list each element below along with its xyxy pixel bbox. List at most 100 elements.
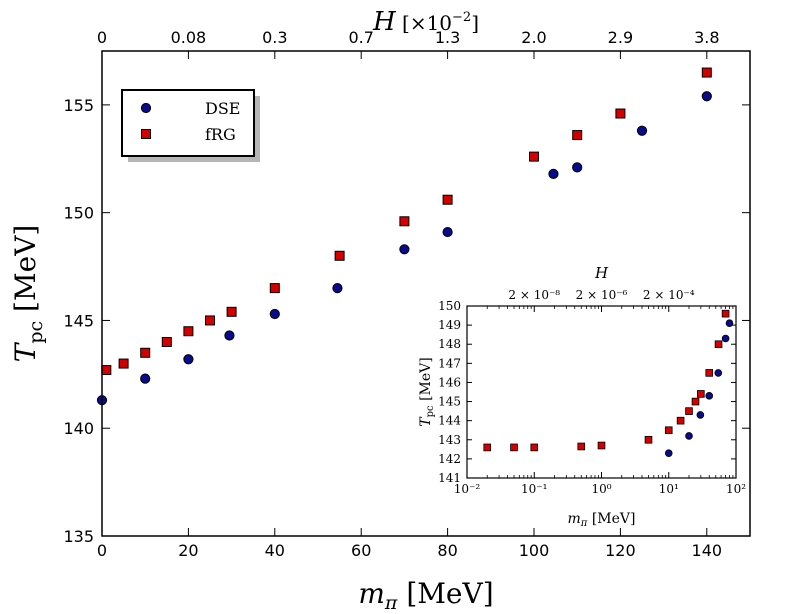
x-tick-label: 80 xyxy=(437,541,457,560)
inset-frg-point xyxy=(577,442,586,451)
plot-frame xyxy=(101,50,751,537)
legend-box xyxy=(121,89,255,157)
dse-point xyxy=(636,125,648,136)
legend-dse-label: DSE xyxy=(205,99,240,118)
inset-frg-point xyxy=(664,426,673,435)
inset-y-tick-label: 146 xyxy=(438,375,461,389)
inset-frg-point xyxy=(597,441,606,450)
inset-frg-point xyxy=(691,397,700,406)
inset-frg-point xyxy=(685,407,693,415)
dse-point xyxy=(332,283,343,294)
inset-frg-point xyxy=(530,443,539,452)
dse-point xyxy=(399,244,410,255)
frg-point xyxy=(226,306,237,317)
top-tick-label: 0.7 xyxy=(348,28,373,47)
x-tick-label: 140 xyxy=(692,541,723,560)
x-tick-label: 60 xyxy=(351,541,371,560)
top-tick-label: 1.3 xyxy=(435,28,460,47)
x-tick-label: 120 xyxy=(605,541,636,560)
inset-dse-point xyxy=(685,432,693,440)
frg-point xyxy=(161,337,172,347)
top-tick-label: 0.3 xyxy=(262,28,287,47)
x-tick-label: 100 xyxy=(519,541,550,560)
inset-top-tick-label: 2 × 10⁻⁸ xyxy=(508,288,560,302)
inset-top-axis-label: H xyxy=(594,264,609,282)
x-tick-label: 20 xyxy=(178,541,198,560)
inset-dse-point xyxy=(705,392,714,400)
inset-frg-point xyxy=(510,443,518,452)
frg-point xyxy=(334,250,345,261)
frg-point xyxy=(701,67,712,78)
inset-background xyxy=(467,306,736,478)
inset-frg-point xyxy=(483,443,492,452)
y-axis-label: Tpc [MeV] xyxy=(9,225,47,363)
inset-y-tick-label: 149 xyxy=(438,318,461,332)
frg-point xyxy=(572,130,583,141)
inset-y-tick-label: 144 xyxy=(438,414,461,428)
x-axis-label: mπ [MeV] xyxy=(358,577,493,614)
inset-frg-point xyxy=(676,416,685,425)
inset-y-tick-label: 147 xyxy=(438,356,461,370)
legend-frg-label: fRG xyxy=(205,125,236,144)
y-tick-label: 140 xyxy=(63,419,94,438)
frg-point xyxy=(118,358,129,369)
inset-y-tick-label: 141 xyxy=(438,471,461,485)
top-axis-label: H [×10−2] xyxy=(372,7,479,37)
y-tick-label: 145 xyxy=(63,311,94,330)
y-tick-label: 135 xyxy=(63,527,94,546)
inset-frame xyxy=(466,305,737,479)
frg-point xyxy=(205,315,215,326)
inset-dse-point xyxy=(725,319,734,328)
frg-point xyxy=(101,365,112,376)
inset-y-tick-label: 142 xyxy=(438,452,461,466)
top-tick-label: 0.08 xyxy=(171,28,207,47)
inset-x-tick-label: 10² xyxy=(726,482,746,496)
dse-point xyxy=(701,91,712,102)
inset-y-tick-label: 150 xyxy=(438,299,461,313)
inset-y-tick-label: 148 xyxy=(438,337,461,351)
inset-y-tick-label: 145 xyxy=(438,395,461,409)
inset-y-axis-label: Tpc [MeV] xyxy=(418,357,436,426)
frg-point xyxy=(399,216,410,227)
top-tick-label: 3.8 xyxy=(694,28,719,47)
dse-point xyxy=(442,226,453,238)
inset-dse-point xyxy=(714,369,723,377)
inset-y-tick-label: 143 xyxy=(438,433,461,447)
inset-dse-point xyxy=(664,449,673,457)
dse-point xyxy=(548,168,559,179)
top-tick-label: 0 xyxy=(97,28,107,47)
inset-dse-point xyxy=(696,411,705,419)
inset-top-tick-label: 2 × 10⁻⁴ xyxy=(643,288,695,302)
inset-dse-point xyxy=(721,334,730,343)
dse-point xyxy=(269,308,280,320)
frg-point xyxy=(442,194,453,205)
top-tick-label: 2.9 xyxy=(608,28,633,47)
dse-point xyxy=(224,330,235,341)
inset-frg-point xyxy=(714,340,723,349)
inset-top-tick-label: 2 × 10⁻⁶ xyxy=(576,288,628,302)
inset-x-axis-label: mπ [MeV] xyxy=(568,511,636,529)
inset-frg-point xyxy=(644,435,653,444)
dse-point xyxy=(183,354,194,365)
inset-x-tick-label: 10⁻¹ xyxy=(521,482,547,496)
frg-point xyxy=(140,347,151,358)
inset-frg-point xyxy=(705,369,714,377)
inset-frg-point xyxy=(697,390,705,398)
dse-point xyxy=(572,162,583,173)
x-tick-label: 0 xyxy=(97,541,107,560)
inset-frg-point xyxy=(721,309,730,318)
dse-point xyxy=(140,373,151,384)
legend-dse-marker xyxy=(140,102,152,114)
frg-point xyxy=(183,326,194,337)
legend-frg-marker xyxy=(141,129,151,139)
inset-x-tick-label: 10⁻² xyxy=(454,482,481,496)
inset-x-tick-label: 10⁰ xyxy=(591,482,611,496)
y-tick-label: 150 xyxy=(63,204,94,223)
x-tick-label: 40 xyxy=(265,541,285,560)
frg-point xyxy=(529,151,539,162)
inset-x-tick-label: 10¹ xyxy=(659,482,679,496)
frg-point xyxy=(615,108,626,119)
y-tick-label: 155 xyxy=(63,96,94,115)
frg-point xyxy=(269,283,280,294)
